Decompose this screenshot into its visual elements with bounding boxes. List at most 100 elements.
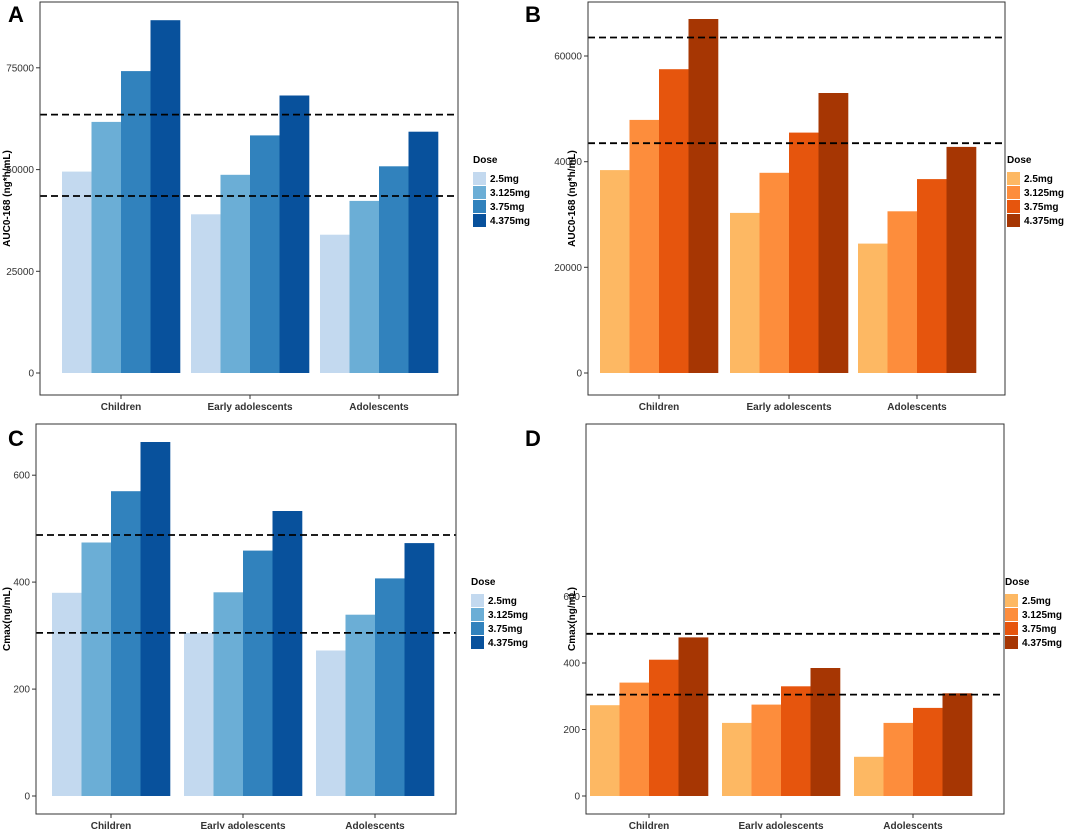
bar-adolescents-4.375mg — [942, 693, 973, 796]
legend-label: 3.125mg — [1022, 610, 1062, 621]
legend-title: Dose — [471, 577, 496, 588]
legend-label: 4.375mg — [490, 216, 530, 227]
legend-swatch — [1005, 608, 1018, 621]
legend-swatch — [473, 200, 486, 213]
y-tick-label: 0 — [28, 369, 34, 380]
legend-title: Dose — [473, 155, 498, 166]
x-tick-label: Adolescents — [349, 402, 409, 413]
legend-swatch — [473, 172, 486, 185]
legend-swatch — [471, 594, 484, 607]
bar-adolescents-3.75mg — [917, 179, 947, 373]
bar-adolescents-4.375mg — [946, 146, 977, 373]
bar-children-2.5mg — [52, 592, 82, 796]
y-tick-label: 50000 — [6, 165, 34, 176]
y-tick-label: 20000 — [554, 263, 582, 274]
bar-early-adolescents-3.75mg — [250, 135, 280, 373]
panel-letter: B — [525, 2, 541, 27]
x-tick-label: Early adolescents — [200, 821, 285, 829]
legend-label: 3.75mg — [1022, 624, 1056, 635]
y-axis-title: Cmax(ng/mL) — [2, 587, 13, 651]
bar-early-adolescents-3.125mg — [759, 172, 790, 373]
bar-early-adolescents-4.375mg — [272, 511, 303, 796]
bar-adolescents-4.375mg — [408, 131, 439, 373]
bar-adolescents-3.75mg — [379, 166, 409, 373]
legend-title: Dose — [1007, 155, 1032, 166]
bar-early-adolescents-2.5mg — [191, 214, 221, 373]
legend-swatch — [473, 214, 486, 227]
y-tick-label: 200 — [563, 725, 580, 736]
y-tick-label: 0 — [576, 369, 582, 380]
x-tick-label: Adolescents — [887, 402, 947, 413]
panel-letter: A — [8, 2, 24, 27]
bar-children-2.5mg — [600, 170, 630, 373]
x-tick-label: Children — [101, 402, 142, 413]
x-tick-label: Early adolescents — [207, 402, 292, 413]
legend-label: 4.375mg — [1022, 638, 1062, 649]
x-tick-label: Early adolescents — [746, 402, 831, 413]
y-tick-label: 400 — [563, 659, 580, 670]
y-tick-label: 75000 — [6, 63, 34, 74]
bar-children-3.75mg — [649, 659, 679, 796]
y-tick-label: 40000 — [554, 157, 582, 168]
panel-d: D Children Early adolescents Adolescents 0 20… — [525, 423, 1062, 829]
bar-children-3.75mg — [659, 69, 689, 373]
panel-letter: D — [525, 426, 541, 451]
bar-adolescents-3.125mg — [349, 200, 380, 373]
bar-early-adolescents-4.375mg — [810, 668, 841, 796]
x-tick-label: Children — [91, 821, 132, 829]
x-tick-label: Children — [639, 402, 680, 413]
plot-frame — [39, 1, 459, 396]
x-tick-label: Early adolescents — [738, 821, 823, 829]
bar-children-3.125mg — [81, 542, 112, 796]
panel-b: B Children Early adolescents Adolescents 0 20… — [525, 1, 1064, 413]
bar-adolescents-3.125mg — [883, 722, 914, 796]
bar-adolescents-2.5mg — [858, 243, 888, 373]
y-tick-label: 200 — [13, 685, 30, 696]
legend-swatch — [1007, 214, 1020, 227]
legend-label: 2.5mg — [488, 596, 517, 607]
legend-swatch — [1005, 636, 1018, 649]
bar-children-3.75mg — [121, 71, 151, 373]
bar-adolescents-2.5mg — [320, 234, 350, 373]
bar-early-adolescents-2.5mg — [184, 632, 214, 796]
bar-early-adolescents-3.125mg — [213, 592, 244, 796]
y-tick-label: 60000 — [554, 52, 582, 63]
x-tick-label: Adolescents — [883, 821, 943, 829]
bar-early-adolescents-4.375mg — [818, 93, 849, 373]
panel-letter: C — [8, 426, 24, 451]
bar-adolescents-3.125mg — [887, 211, 918, 373]
bar-adolescents-3.75mg — [375, 578, 405, 796]
legend-swatch — [1007, 172, 1020, 185]
bar-children-3.125mg — [91, 121, 122, 374]
bar-children-4.375mg — [678, 637, 709, 796]
legend-label: 4.375mg — [1024, 216, 1064, 227]
y-tick-label: 600 — [13, 471, 30, 482]
legend-label: 4.375mg — [488, 638, 528, 649]
legend-swatch — [471, 622, 484, 635]
bar-early-adolescents-3.125mg — [751, 704, 782, 796]
bar-early-adolescents-2.5mg — [722, 722, 752, 796]
y-axis-title: AUC0-168 (ng*h/mL) — [567, 150, 578, 247]
bar-children-3.125mg — [619, 682, 650, 796]
legend-label: 3.75mg — [490, 202, 524, 213]
bar-children-4.375mg — [688, 19, 719, 373]
x-tick-label: Adolescents — [345, 821, 405, 829]
panel-a: A Children Early adolescents Adolescents 0 25… — [2, 1, 530, 413]
bar-early-adolescents-3.75mg — [243, 550, 273, 796]
bar-early-adolescents-3.75mg — [789, 132, 819, 373]
y-tick-label: 0 — [574, 792, 580, 803]
legend-swatch — [1007, 186, 1020, 199]
bar-children-3.75mg — [111, 491, 141, 796]
y-tick-label: 25000 — [6, 267, 34, 278]
legend-label: 3.75mg — [1024, 202, 1058, 213]
legend-swatch — [471, 608, 484, 621]
bar-adolescents-4.375mg — [404, 543, 435, 796]
legend-label: 3.125mg — [490, 188, 530, 199]
bar-early-adolescents-2.5mg — [730, 212, 760, 373]
legend-label: 3.75mg — [488, 624, 522, 635]
legend-label: 2.5mg — [1024, 174, 1053, 185]
x-tick-label: Children — [629, 821, 670, 829]
bar-children-2.5mg — [590, 705, 620, 796]
plot-frame — [585, 423, 1005, 815]
legend-title: Dose — [1005, 577, 1030, 588]
